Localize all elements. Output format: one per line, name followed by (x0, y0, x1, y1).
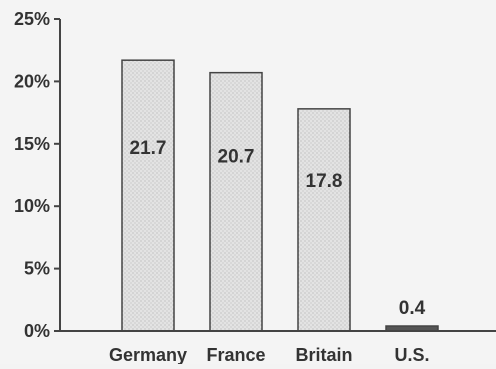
bars (121, 59, 439, 332)
y-tick-label: 0% (24, 321, 50, 341)
bar-value-label: 20.7 (218, 146, 255, 167)
category-label: France (206, 345, 265, 364)
y-tick-label: 25% (14, 9, 50, 29)
bar-britain (297, 108, 351, 332)
y-tick-label: 5% (24, 259, 50, 279)
y-tick-label: 10% (14, 196, 50, 216)
y-tick-label: 15% (14, 134, 50, 154)
data-labels: 21.7 20.7 17.8 0.4 (130, 138, 426, 319)
bar-germany (121, 59, 175, 332)
y-axis: 0% 5% 10% 15% 20% 25% (14, 9, 61, 341)
bar-value-label: 17.8 (306, 171, 343, 192)
category-label: Britain (295, 345, 352, 364)
bar-value-label: 0.4 (399, 298, 426, 319)
category-label: Germany (109, 345, 187, 364)
category-label: U.S. (394, 345, 429, 364)
bar-france (209, 71, 263, 332)
bar-value-label: 21.7 (130, 138, 167, 159)
y-tick-label: 20% (14, 71, 50, 91)
x-axis: Germany France Britain U.S. (60, 330, 496, 365)
